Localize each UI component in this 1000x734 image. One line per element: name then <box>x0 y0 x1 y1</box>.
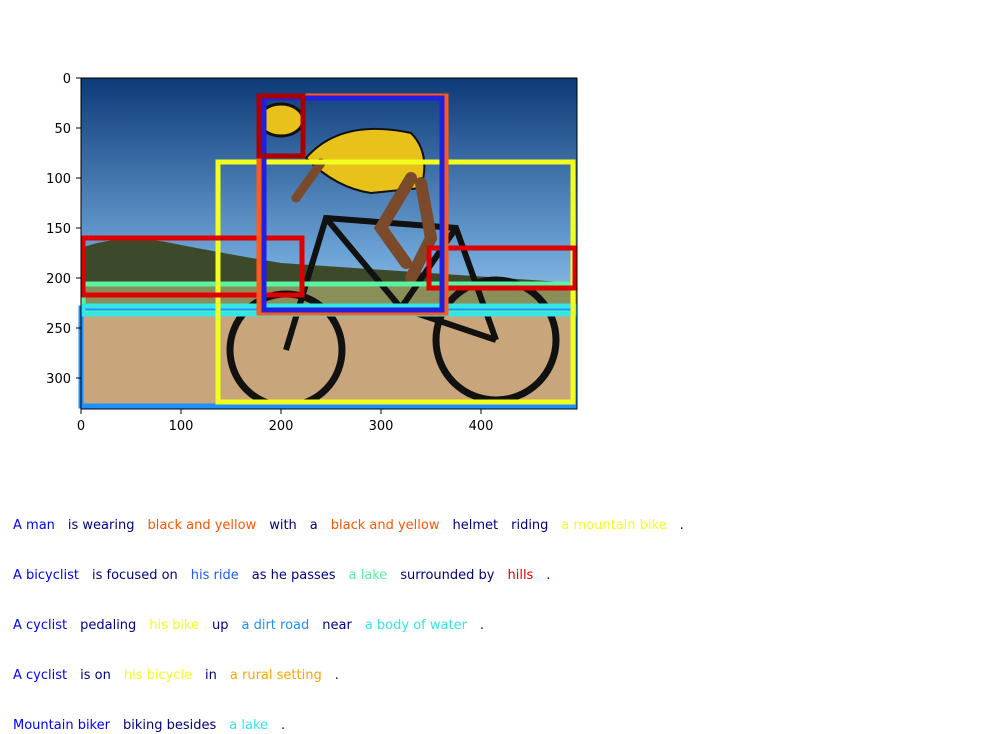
x-axis: 0 100 200 300 400 <box>77 409 494 434</box>
caption-line: A man is wearing black and yellow with a blac… <box>13 518 697 534</box>
caption-phrase: a mountain bike <box>561 518 666 533</box>
x-tick-label: 300 <box>369 419 394 434</box>
caption-phrase: his bicycle <box>124 668 192 683</box>
caption-phrase: Mountain biker <box>13 718 110 733</box>
caption-phrase: up <box>212 618 229 633</box>
caption-line: A bicyclist is focused on his ride as he pa… <box>13 568 563 584</box>
x-tick-label: 400 <box>469 419 494 434</box>
y-tick-label: 150 <box>46 222 71 237</box>
y-axis: 0 50 100 150 200 250 300 <box>46 72 81 387</box>
caption-phrase: A cyclist <box>13 618 67 633</box>
caption-phrase: A cyclist <box>13 668 67 683</box>
y-tick-label: 200 <box>46 272 71 287</box>
caption-line: A cyclist is on his bicycle in a rural setti… <box>13 668 352 684</box>
y-tick-label: 300 <box>46 372 71 387</box>
caption-phrase: hills <box>507 568 533 583</box>
caption-phrase: a rural setting <box>230 668 322 683</box>
caption-phrase: a lake <box>229 718 268 733</box>
caption-phrase: black and yellow <box>147 518 256 533</box>
x-tick-label: 0 <box>77 419 85 434</box>
caption-phrase: . <box>335 668 339 683</box>
x-tick-label: 100 <box>169 419 194 434</box>
y-tick-label: 50 <box>54 122 71 137</box>
caption-phrase: . <box>281 718 285 733</box>
figure: 0 100 200 300 400 0 50 100 150 200 250 300 <box>0 0 1000 460</box>
caption-phrase: biking besides <box>123 718 216 733</box>
caption-phrase: his ride <box>191 568 239 583</box>
caption-phrase: black and yellow <box>331 518 440 533</box>
caption-phrase: a dirt road <box>241 618 309 633</box>
caption-phrase: . <box>680 518 684 533</box>
caption-phrase: riding <box>511 518 548 533</box>
dirt-road <box>81 313 577 409</box>
cyclist-photo <box>81 78 577 409</box>
caption-phrase: a <box>310 518 318 533</box>
caption-phrase: near <box>322 618 352 633</box>
caption-phrase: is on <box>80 668 111 683</box>
y-tick-label: 100 <box>46 172 71 187</box>
caption-phrase: with <box>269 518 297 533</box>
caption-line: Mountain biker biking besides a lake. <box>13 718 298 734</box>
y-tick-label: 250 <box>46 322 71 337</box>
caption-phrase: in <box>205 668 217 683</box>
caption-phrase: is wearing <box>68 518 135 533</box>
y-tick-label: 0 <box>63 72 71 87</box>
caption-phrase: his bike <box>149 618 199 633</box>
caption-phrase: a body of water <box>365 618 467 633</box>
caption-phrase: pedaling <box>80 618 136 633</box>
caption-phrase: is focused on <box>92 568 178 583</box>
caption-phrase: . <box>546 568 550 583</box>
x-tick-label: 200 <box>269 419 294 434</box>
caption-line: A cyclist pedaling his bike up a dirt road ne… <box>13 618 497 634</box>
caption-phrase: helmet <box>453 518 499 533</box>
caption-phrase: . <box>480 618 484 633</box>
caption-phrase: as he passes <box>252 568 336 583</box>
caption-phrase: A man <box>13 518 55 533</box>
caption-phrase: surrounded by <box>400 568 494 583</box>
caption-phrase: A bicyclist <box>13 568 79 583</box>
caption-phrase: a lake <box>349 568 388 583</box>
